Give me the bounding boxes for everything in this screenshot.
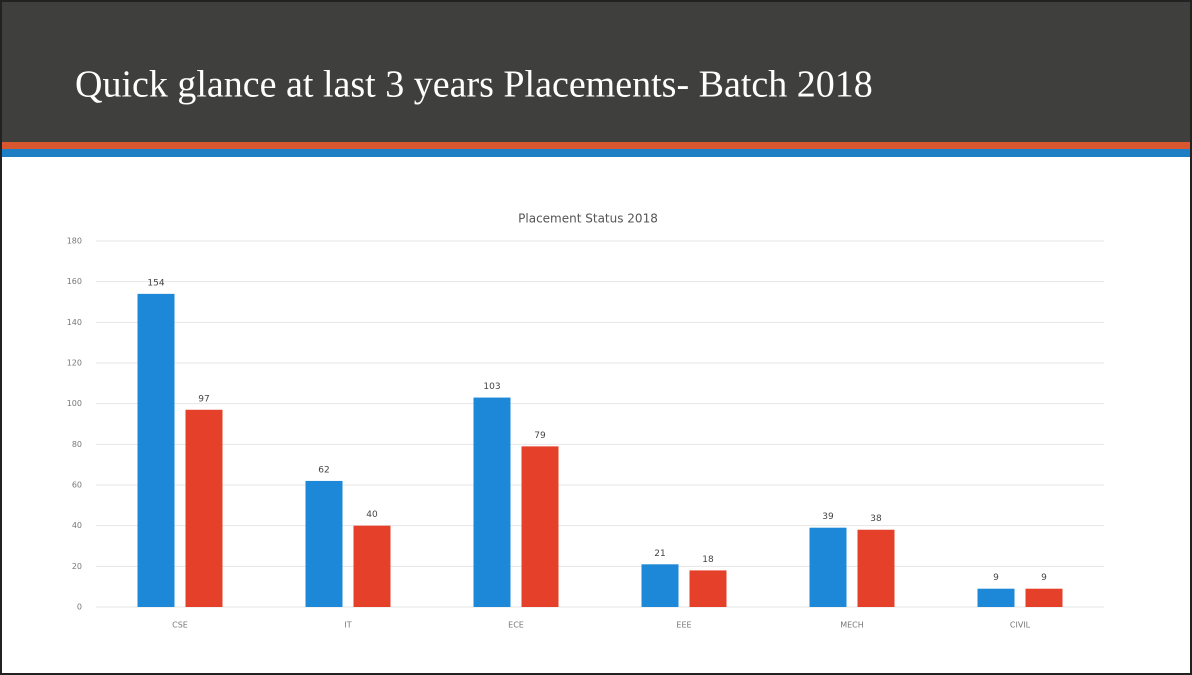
bar [857,529,895,607]
value-label: 40 [366,510,378,520]
bar [305,480,343,607]
value-label: 21 [654,549,665,559]
value-label: 9 [1041,573,1047,583]
y-tick-label: 140 [67,318,82,327]
y-tick-label: 80 [72,440,82,449]
bar [353,525,391,607]
value-label: 97 [198,394,209,404]
y-tick-label: 100 [67,399,82,408]
value-label: 18 [702,555,714,565]
header-stripe-orange [0,142,1192,149]
header-stripe-blue [0,149,1192,157]
y-tick-label: 180 [67,237,82,246]
bar [185,409,223,607]
value-label: 62 [318,465,329,475]
slide-title: Quick glance at last 3 years Placements-… [75,64,873,106]
x-tick-label: CIVIL [1010,621,1031,630]
value-label: 39 [822,512,834,522]
value-label: 79 [534,431,546,441]
bar [809,527,847,607]
y-tick-label: 120 [67,359,82,368]
bar [137,293,175,607]
x-tick-label: MECH [840,621,864,630]
y-tick-label: 40 [72,521,82,530]
header-band [0,0,1192,142]
bar [521,446,559,607]
bar [977,588,1015,607]
y-tick-label: 160 [67,277,82,286]
y-tick-label: 0 [77,603,82,612]
bar [689,570,727,607]
x-tick-label: ECE [508,621,524,630]
x-tick-label: IT [344,621,351,630]
chart-title: Placement Status 2018 [518,212,658,226]
bar [641,564,679,607]
value-label: 9 [993,573,999,583]
value-label: 154 [147,278,164,288]
bar [473,397,511,607]
bar [1025,588,1063,607]
x-tick-label: EEE [676,621,691,630]
value-label: 38 [870,514,882,524]
y-tick-label: 20 [72,562,82,571]
y-tick-label: 60 [72,481,82,490]
x-tick-label: CSE [172,621,188,630]
value-label: 103 [483,382,500,392]
